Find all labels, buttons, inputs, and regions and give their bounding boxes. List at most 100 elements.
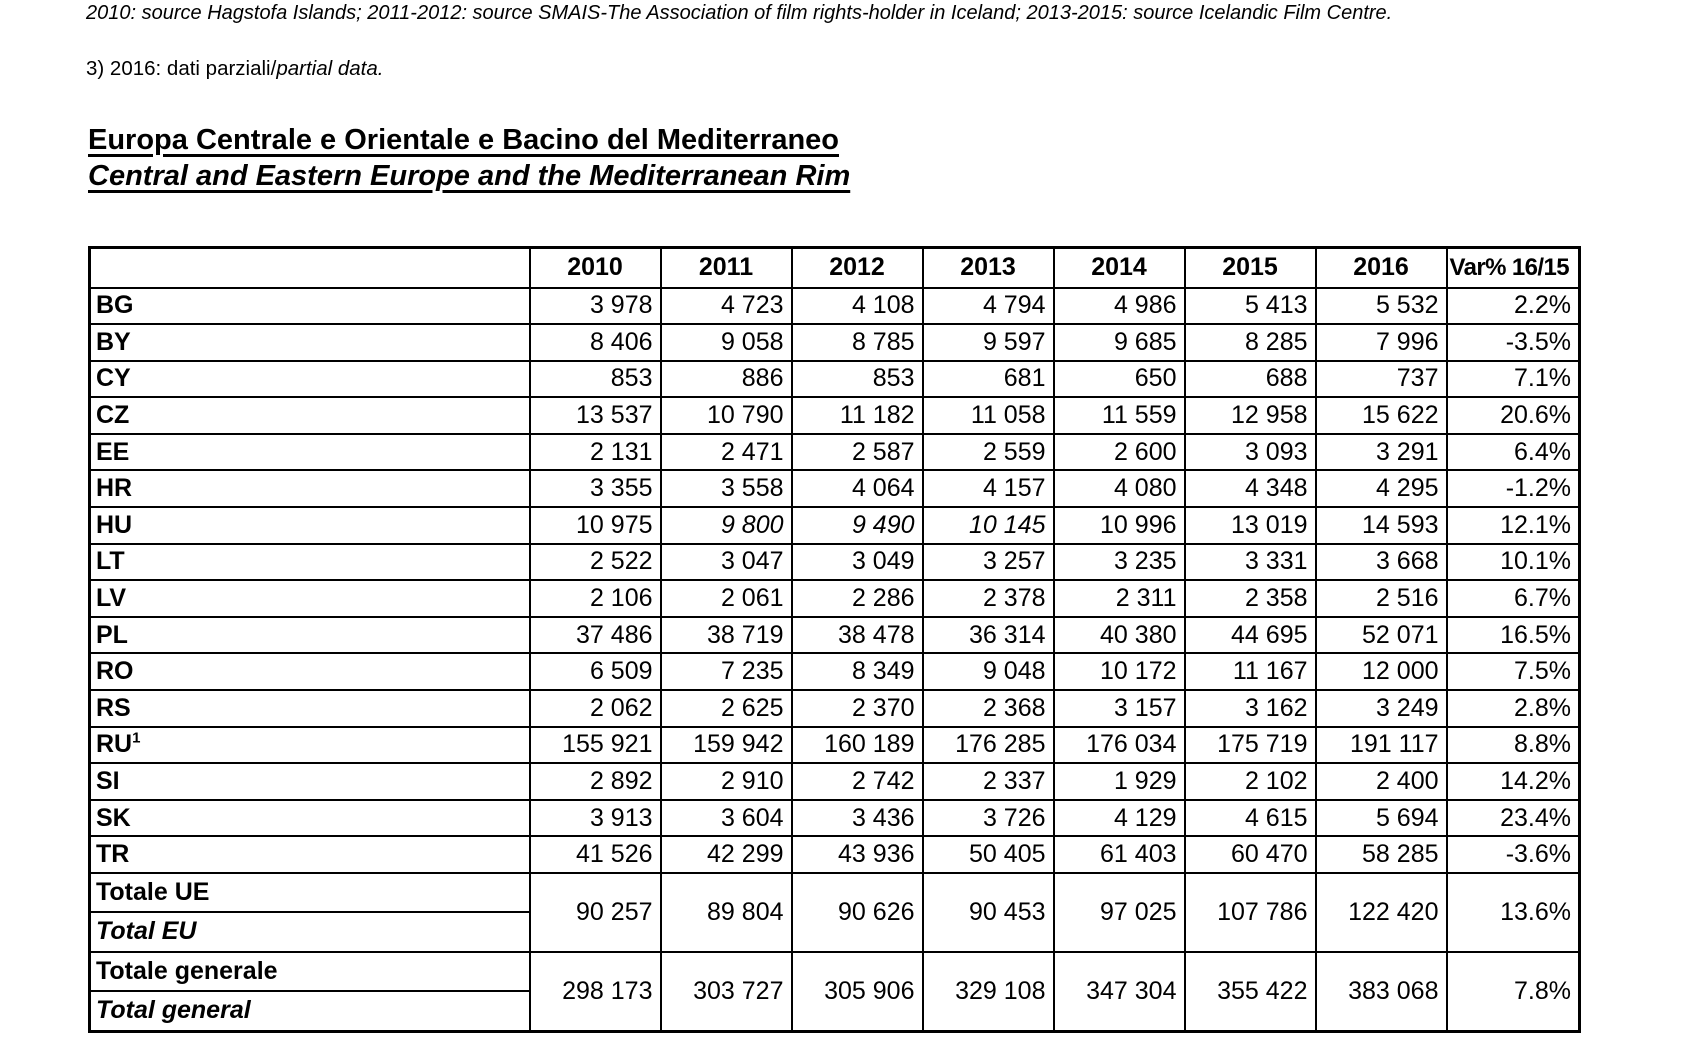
var-percent-cell: 12.1%	[1445, 506, 1581, 545]
value-cell: 681	[921, 359, 1055, 399]
value-cell: 10 975	[528, 506, 662, 545]
value-cell: 2 559	[921, 432, 1055, 472]
value-cell: 176 285	[921, 725, 1055, 765]
value-cell: 4 129	[1052, 798, 1186, 838]
total-value-cell: 347 304	[1052, 951, 1186, 1033]
value-cell: 3 235	[1052, 542, 1186, 582]
value-cell: 37 486	[528, 615, 662, 655]
total-var-percent-cell: 13.6%	[1445, 872, 1581, 953]
value-cell: 4 794	[921, 286, 1055, 326]
table-row-CZ: CZ 13 537 10 790 11 182 11 058 11 559 12 958 15…	[88, 396, 1581, 435]
value-cell: 13 019	[1183, 506, 1317, 545]
table-row-EE: EE 2 131 2 471 2 587 2 559 2 600 3 093 3 291 6.4…	[88, 432, 1581, 472]
column-header-2016: 2016	[1314, 246, 1448, 289]
value-cell: 9 800	[659, 506, 793, 545]
table-header-row: 2010 2011 2012 2013 2014 2015 2016 Var% …	[88, 246, 1581, 289]
total-row: Totale generale Total general 298 173 303 7…	[88, 951, 1581, 1033]
value-cell: 3 093	[1183, 432, 1317, 472]
var-percent-cell: 6.7%	[1445, 579, 1581, 618]
value-cell: 191 117	[1314, 725, 1448, 765]
row-label-cell: LV	[88, 579, 531, 618]
value-cell: 2 337	[921, 762, 1055, 801]
total-label-italian: Totale UE	[91, 875, 528, 913]
admissions-table: 2010 2011 2012 2013 2014 2015 2016 Var% …	[88, 246, 1581, 1033]
value-cell: 3 331	[1183, 542, 1317, 582]
value-cell: 2 358	[1183, 579, 1317, 618]
total-value-cell: 90 257	[528, 872, 662, 953]
footnote-marker: 1	[132, 730, 141, 748]
var-percent-cell: 10.1%	[1445, 542, 1581, 582]
row-label: LT	[96, 547, 125, 576]
value-cell: 4 157	[921, 469, 1055, 509]
section-title: Europa Centrale e Orientale e Bacino del…	[88, 122, 850, 194]
value-cell: 42 299	[659, 835, 793, 874]
value-cell: 12 000	[1314, 652, 1448, 692]
var-percent-cell: 16.5%	[1445, 615, 1581, 655]
row-label: HU	[96, 510, 133, 539]
table-row-CY: CY 853 886 853 681 650 688 737 7.1%	[88, 359, 1581, 399]
value-cell: 2 742	[790, 762, 924, 801]
table-row-SI: SI 2 892 2 910 2 742 2 337 1 929 2 102 2 400 14.…	[88, 762, 1581, 801]
value-cell: 5 694	[1314, 798, 1448, 838]
value-cell: 5 413	[1183, 286, 1317, 326]
value-cell: 688	[1183, 359, 1317, 399]
column-header-2013: 2013	[921, 246, 1055, 289]
var-percent-cell: 8.8%	[1445, 725, 1581, 765]
row-label: EE	[96, 437, 130, 466]
column-header-2010: 2010	[528, 246, 662, 289]
row-label: SI	[96, 767, 120, 796]
total-value-cell: 90 453	[921, 872, 1055, 953]
table-row-LV: LV 2 106 2 061 2 286 2 378 2 311 2 358 2 516 6.7…	[88, 579, 1581, 618]
value-cell: 3 257	[921, 542, 1055, 582]
row-label-cell: RS	[88, 689, 531, 728]
table-row-RO: RO 6 509 7 235 8 349 9 048 10 172 11 167 12 000…	[88, 652, 1581, 692]
value-cell: 8 785	[790, 323, 924, 362]
value-cell: 3 049	[790, 542, 924, 582]
value-cell: 8 285	[1183, 323, 1317, 362]
value-cell: 8 406	[528, 323, 662, 362]
value-cell: 38 478	[790, 615, 924, 655]
row-label-cell: BY	[88, 323, 531, 362]
var-percent-cell: 23.4%	[1445, 798, 1581, 838]
value-cell: 58 285	[1314, 835, 1448, 874]
footnote-partial-data: 3) 2016: dati parziali/partial data.	[86, 57, 383, 81]
table-row-BG: BG 3 978 4 723 4 108 4 794 4 986 5 413 5 532 2.2…	[88, 286, 1581, 326]
var-percent-cell: -1.2%	[1445, 469, 1581, 509]
total-value-cell: 298 173	[528, 951, 662, 1033]
value-cell: 2 625	[659, 689, 793, 728]
total-label-english: Total general	[96, 996, 251, 1025]
row-label-cell: PL	[88, 615, 531, 655]
value-cell: 3 668	[1314, 542, 1448, 582]
value-cell: 3 291	[1314, 432, 1448, 472]
row-label: BG	[96, 291, 134, 320]
value-cell: 8 349	[790, 652, 924, 692]
value-cell: 7 996	[1314, 323, 1448, 362]
value-cell: 4 986	[1052, 286, 1186, 326]
value-cell: 4 723	[659, 286, 793, 326]
table-row-SK: SK 3 913 3 604 3 436 3 726 4 129 4 615 5 694 23.…	[88, 798, 1581, 838]
row-label: HR	[96, 474, 133, 503]
value-cell: 155 921	[528, 725, 662, 765]
row-label-cell: CY	[88, 359, 531, 399]
row-label: RS	[96, 693, 131, 722]
var-percent-cell: 2.2%	[1445, 286, 1581, 326]
value-cell: 2 400	[1314, 762, 1448, 801]
total-value-cell: 107 786	[1183, 872, 1317, 953]
value-cell: 2 370	[790, 689, 924, 728]
total-value-cell: 89 804	[659, 872, 793, 953]
row-label: CY	[96, 364, 131, 393]
value-cell: 886	[659, 359, 793, 399]
table-row-HR: HR 3 355 3 558 4 064 4 157 4 080 4 348 4 295 -1.…	[88, 469, 1581, 509]
total-value-cell: 355 422	[1183, 951, 1317, 1033]
total-label-cell: Totale UE Total EU	[88, 872, 531, 953]
table-row-PL: PL 37 486 38 719 38 478 36 314 40 380 44 695 52…	[88, 615, 1581, 655]
value-cell: 10 996	[1052, 506, 1186, 545]
column-header-var: Var% 16/15	[1445, 246, 1581, 289]
value-cell: 853	[790, 359, 924, 399]
row-label-cell: EE	[88, 432, 531, 472]
value-cell: 853	[528, 359, 662, 399]
value-cell: 3 047	[659, 542, 793, 582]
value-cell: 11 559	[1052, 396, 1186, 435]
row-label: SK	[96, 803, 131, 832]
table-row-RS: RS 2 062 2 625 2 370 2 368 3 157 3 162 3 249 2.8…	[88, 689, 1581, 728]
